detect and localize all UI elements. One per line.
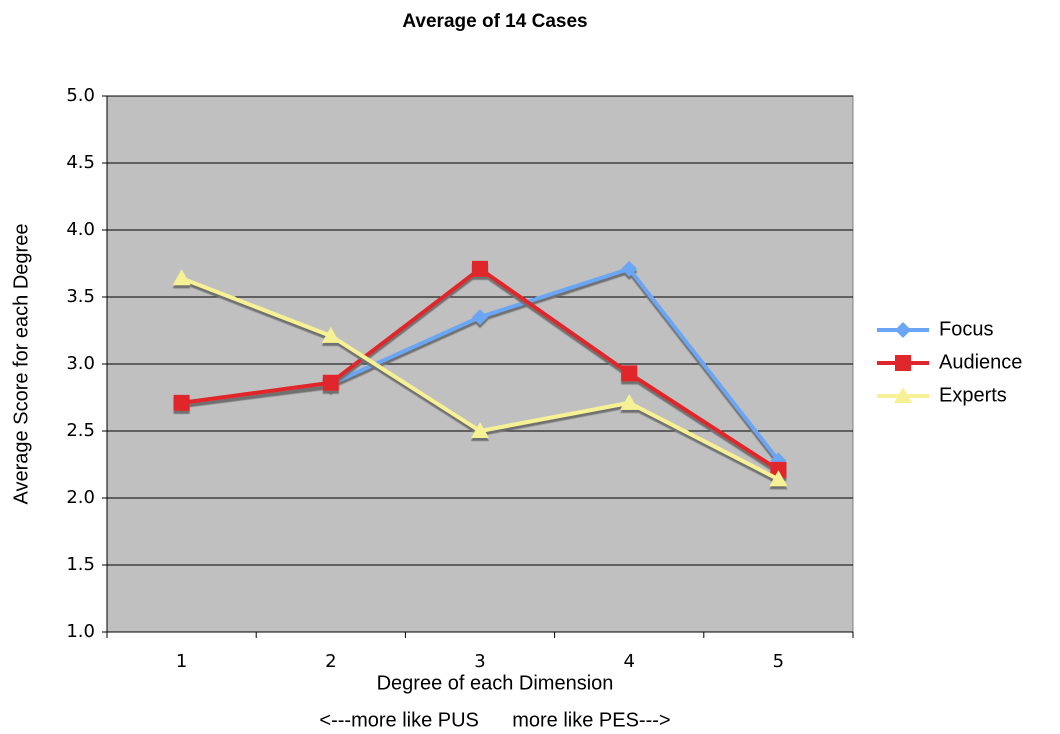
y-tick-label: 4.0 xyxy=(66,219,95,240)
marker xyxy=(472,260,488,277)
legend-label: Experts xyxy=(939,384,1007,406)
legend-label: Audience xyxy=(939,351,1022,373)
y-tick-label: 2.5 xyxy=(66,420,95,441)
x-tick-label: 2 xyxy=(325,651,336,672)
series xyxy=(172,269,788,487)
marker xyxy=(621,260,638,277)
marker xyxy=(172,269,191,286)
legend-label: Focus xyxy=(939,318,993,340)
y-tick-label: 3.0 xyxy=(66,353,95,374)
y-tick-label: 2.0 xyxy=(66,487,95,508)
series xyxy=(173,260,787,478)
marker xyxy=(321,326,340,343)
y-tick-label: 3.5 xyxy=(66,286,95,307)
marker xyxy=(471,422,489,438)
marker xyxy=(894,387,912,403)
x-tick-label: 1 xyxy=(176,651,187,672)
marker xyxy=(621,365,638,382)
x-tick-label: 5 xyxy=(773,651,784,672)
x-tick-label: 3 xyxy=(474,651,485,672)
marker xyxy=(472,309,488,326)
y-tick-label: 1.5 xyxy=(66,554,95,575)
y-axis-label: Average Score for each Degree xyxy=(10,224,32,505)
marker xyxy=(322,374,339,391)
marker xyxy=(769,470,788,487)
x-axis-note: <---more like PUS more like PES---> xyxy=(319,709,670,731)
y-tick-label: 4.5 xyxy=(66,152,95,173)
y-tick-label: 1.0 xyxy=(66,621,95,642)
y-tick-label: 5.0 xyxy=(66,85,95,106)
x-tick-label: 4 xyxy=(623,651,634,672)
x-axis-label: Degree of each Dimension xyxy=(377,672,614,694)
marker xyxy=(770,461,787,478)
chart-title: Average of 14 Cases xyxy=(402,11,587,32)
marker xyxy=(895,355,911,371)
marker xyxy=(620,393,639,410)
marker xyxy=(173,394,190,411)
marker xyxy=(895,322,911,338)
